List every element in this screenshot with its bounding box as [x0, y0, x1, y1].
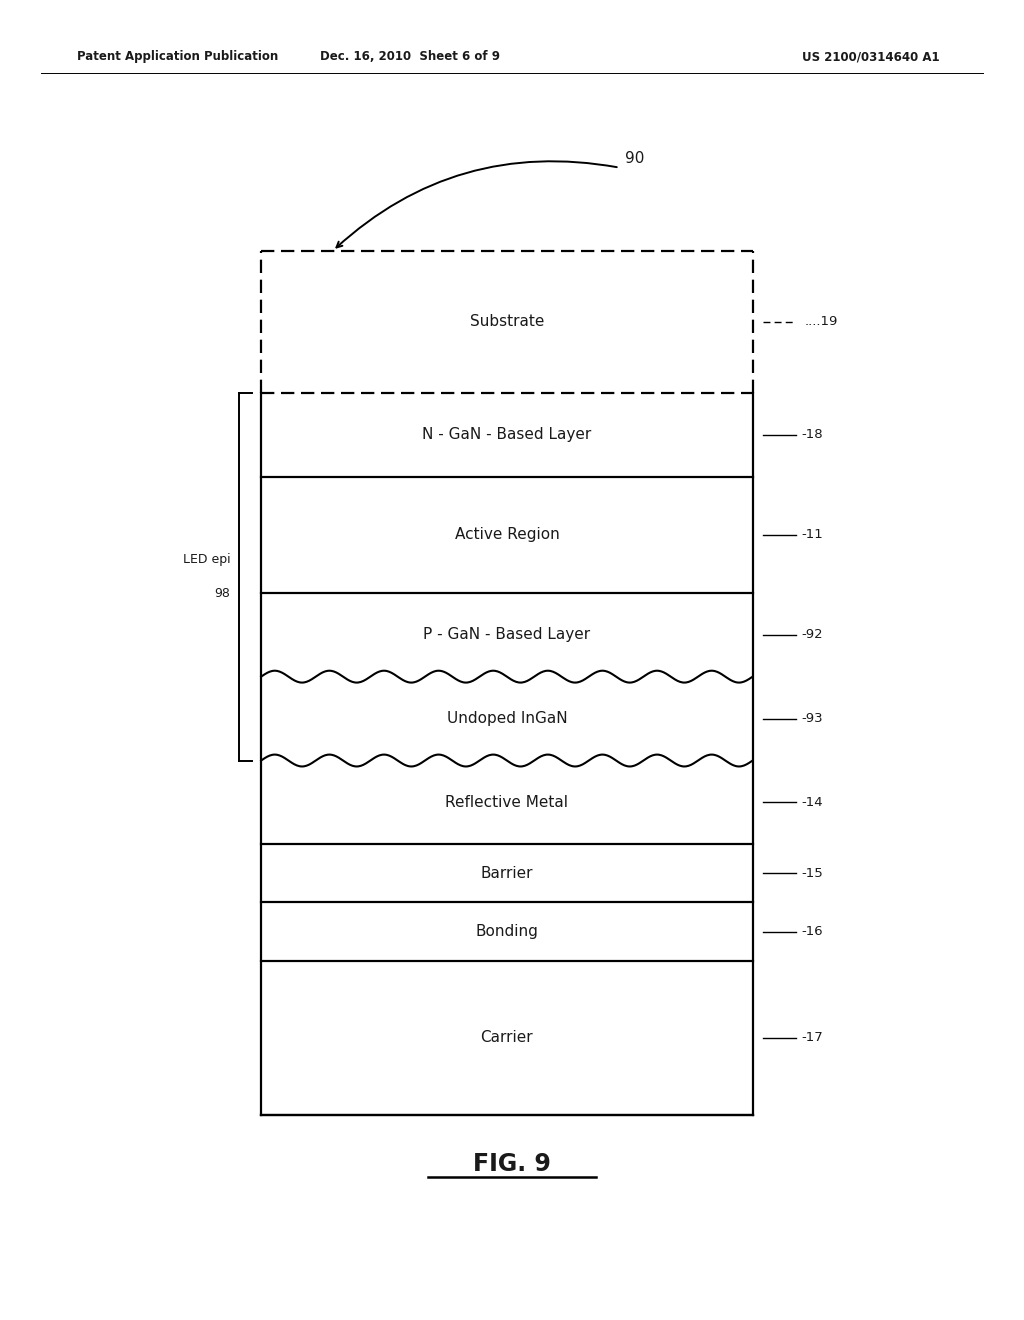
- Bar: [261, 477, 753, 593]
- Bar: [261, 961, 753, 1115]
- Bar: [261, 903, 753, 961]
- Bar: [261, 593, 753, 677]
- Text: Substrate: Substrate: [470, 314, 544, 329]
- Text: Dec. 16, 2010  Sheet 6 of 9: Dec. 16, 2010 Sheet 6 of 9: [319, 50, 500, 63]
- Text: Reflective Metal: Reflective Metal: [445, 795, 568, 810]
- Text: Barrier: Barrier: [480, 866, 534, 880]
- Text: -16: -16: [802, 925, 823, 939]
- Text: -14: -14: [802, 796, 823, 809]
- Text: P - GaN - Based Layer: P - GaN - Based Layer: [423, 627, 591, 643]
- Text: 98: 98: [214, 587, 230, 601]
- Bar: [261, 845, 753, 903]
- Text: Active Region: Active Region: [455, 527, 559, 543]
- Bar: [261, 677, 753, 760]
- Text: FIG. 9: FIG. 9: [473, 1152, 551, 1176]
- Bar: [261, 760, 753, 845]
- Text: 90: 90: [625, 150, 644, 166]
- Text: Carrier: Carrier: [480, 1031, 534, 1045]
- Text: ....19: ....19: [805, 315, 839, 329]
- Text: -92: -92: [802, 628, 823, 642]
- Text: LED epi: LED epi: [182, 553, 230, 566]
- Bar: [261, 393, 753, 477]
- Text: -17: -17: [802, 1031, 823, 1044]
- Text: -18: -18: [802, 428, 823, 441]
- Text: -15: -15: [802, 867, 823, 880]
- Text: -11: -11: [802, 528, 823, 541]
- Text: Undoped InGaN: Undoped InGaN: [446, 711, 567, 726]
- Text: N - GaN - Based Layer: N - GaN - Based Layer: [422, 428, 592, 442]
- Bar: [261, 251, 753, 393]
- Text: -93: -93: [802, 711, 823, 725]
- Text: Patent Application Publication: Patent Application Publication: [77, 50, 279, 63]
- Text: Bonding: Bonding: [475, 924, 539, 939]
- Text: US 2100/0314640 A1: US 2100/0314640 A1: [802, 50, 939, 63]
